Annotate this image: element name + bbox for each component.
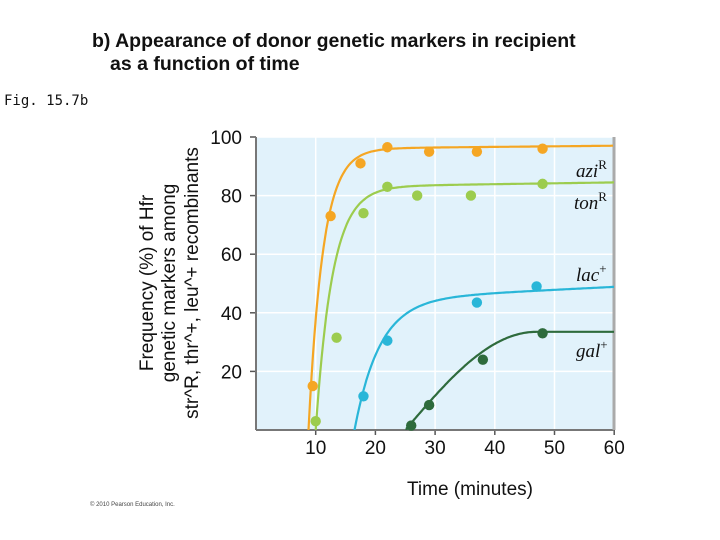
series-labels: aziR tonR lac+ gal+ [574, 157, 608, 362]
data-point-gal+ [477, 354, 489, 365]
data-point-tonR [537, 178, 548, 190]
x-tick-label: 30 [425, 438, 446, 459]
x-axis-label: Time (minutes) [407, 479, 533, 500]
data-point-lac+ [531, 281, 542, 292]
y-tick-label: 60 [221, 245, 242, 266]
data-point-tonR [382, 181, 393, 193]
series-line-gal+ [405, 330, 614, 430]
y-axis-label-line-3: str^R, thr^+, leu^+ recombinants [182, 147, 203, 419]
x-tick-label: 60 [604, 438, 625, 459]
x-tick-label: 10 [305, 438, 326, 459]
chart-title-line-1: b) Appearance of donor genetic markers i… [92, 30, 576, 52]
series-curves [307, 144, 614, 430]
data-point-gal+ [537, 328, 548, 339]
data-point-lac+ [471, 297, 483, 308]
x-tick-label: 40 [484, 438, 505, 459]
data-point-aziR [382, 142, 393, 153]
data-point-tonR [465, 190, 477, 201]
data-point-gal+ [406, 420, 417, 431]
series-line-aziR [307, 144, 613, 430]
x-tick-label: 20 [365, 438, 386, 459]
copyright-notice: © 2010 Pearson Education, Inc. [90, 502, 175, 508]
data-point-aziR [325, 210, 336, 222]
data-point-aziR [355, 158, 366, 169]
data-point-tonR [411, 190, 423, 201]
data-point-aziR [471, 146, 483, 157]
data-point-aziR [537, 143, 548, 154]
y-axis-label: Frequency (%) of Hfr genetic markers amo… [137, 147, 203, 419]
chart-title: b) Appearance of donor genetic markers i… [92, 30, 576, 76]
data-point-gal+ [423, 399, 435, 411]
data-point-tonR [331, 332, 342, 343]
data-point-aziR [423, 146, 435, 157]
data-point-aziR [307, 380, 318, 392]
series-line-lac+ [353, 285, 614, 430]
figure-label: Fig. 15.7b [4, 93, 89, 109]
x-tick-label: 50 [544, 438, 565, 459]
y-tick-label: 20 [221, 362, 242, 383]
series-points [307, 142, 548, 431]
y-tick-label: 40 [221, 304, 242, 325]
data-point-lac+ [358, 391, 369, 402]
series-label-gal+: gal+ [576, 337, 608, 362]
series-label-lac+: lac+ [576, 261, 607, 286]
y-axis-label-line-1: Frequency (%) of Hfr [137, 194, 158, 371]
data-point-lac+ [382, 335, 393, 346]
chart-title-line-2: as a function of time [110, 53, 300, 75]
data-point-tonR [310, 416, 321, 427]
y-axis-label-line-2: genetic markers among [159, 184, 180, 383]
series-label-tonR: tonR [574, 189, 607, 214]
y-tick-label: 80 [221, 187, 242, 208]
series-line-tonR [314, 181, 614, 430]
series-label-aziR: aziR [576, 157, 607, 182]
y-tick-label: 100 [210, 128, 242, 149]
data-point-tonR [358, 207, 369, 219]
